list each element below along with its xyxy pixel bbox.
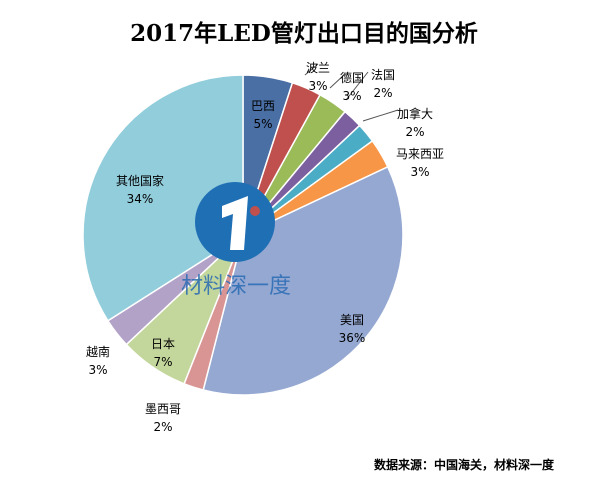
pie-slice: [202, 165, 404, 396]
slice-label: 加拿大 2%: [397, 106, 433, 139]
watermark-text: 材料深一度: [181, 274, 291, 299]
slice-label: 美国 36%: [339, 313, 366, 345]
slice-label: 其他国家 34%: [116, 173, 164, 206]
leader-line: [329, 73, 346, 89]
watermark-logo: [195, 182, 275, 262]
leader-lines: [304, 63, 399, 122]
logo-one-glyph: [222, 196, 248, 250]
slice-label: 墨西哥 2%: [145, 402, 181, 434]
leader-line: [304, 63, 319, 76]
pie-slices: [82, 74, 404, 396]
slice-labels: 巴西 5% 波兰 3% 德国 3% 法国 2%加拿大 2% 马来西亚 3% 美国 36% 墨西哥 2% 日本 7…: [86, 61, 444, 434]
leader-line: [345, 71, 369, 101]
slice-label: 法国 2%: [371, 68, 395, 100]
source-note: 数据来源：中国海关，材料深一度: [373, 458, 554, 472]
slice-label: 德国 3%: [340, 70, 364, 103]
chart-title: 2017年LED管灯出口目的国分析: [130, 20, 478, 47]
logo-dot: [250, 206, 260, 216]
leader-line: [362, 109, 399, 122]
slice-label: 波兰 3%: [306, 61, 330, 93]
slice-label: 马来西亚 3%: [396, 147, 444, 179]
slice-label: 越南 3%: [86, 344, 110, 377]
slice-label: 日本 7%: [151, 337, 175, 369]
slice-label: 巴西 5%: [251, 99, 275, 131]
pie-slice: [82, 74, 244, 322]
